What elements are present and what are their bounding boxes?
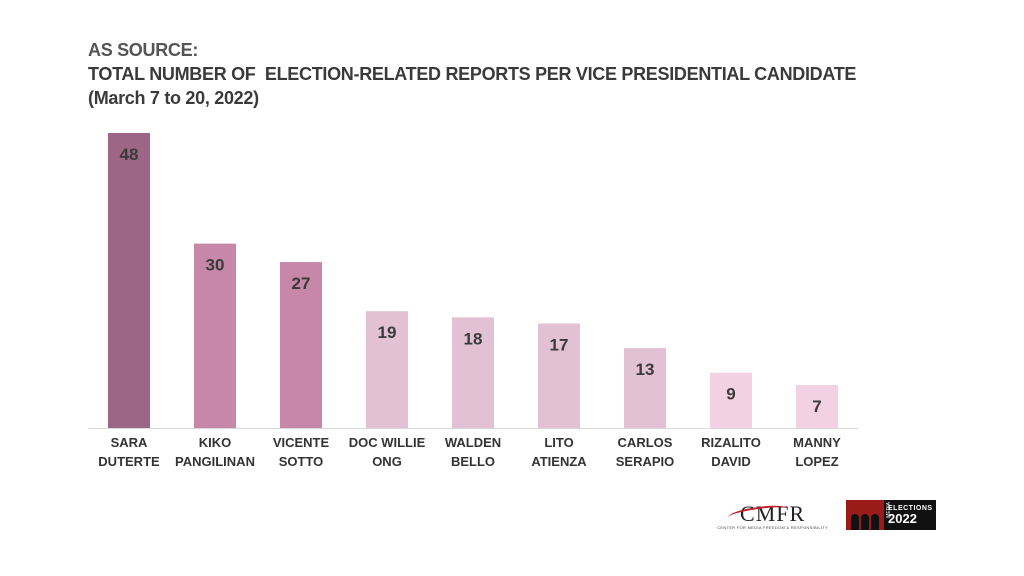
cmfr-logo-mark: CMFR: [727, 500, 806, 527]
media-elections-logo: MEDIA ELECTIONS 2022: [846, 500, 936, 530]
chart-title-block: AS SOURCE: TOTAL NUMBER OF ELECTION-RELA…: [88, 38, 856, 110]
title-line-3: (March 7 to 20, 2022): [88, 88, 259, 108]
bar-7: [710, 372, 752, 428]
elections-logo-word: ELECTIONS: [888, 505, 933, 512]
people-silhouettes-icon: [846, 500, 884, 530]
cmfr-logo-text: CMFR: [740, 500, 806, 526]
bar-5: [538, 323, 580, 428]
category-label-3: DOC WILLIE ONG: [349, 435, 426, 469]
data-label-8: 7: [812, 397, 821, 416]
category-label-5: LITO ATIENZA: [531, 435, 587, 469]
bar-1: [194, 243, 236, 428]
bar-8: [796, 384, 838, 428]
data-label-1: 30: [206, 256, 225, 275]
media-elections-text: ELECTIONS 2022: [888, 505, 933, 525]
elections-logo-year: 2022: [888, 511, 917, 526]
category-label-7: RIZALITO DAVID: [701, 435, 761, 469]
bar-3: [366, 311, 408, 428]
bar-2: [280, 262, 322, 428]
category-label-4: WALDEN BELLO: [445, 435, 501, 469]
data-label-3: 19: [378, 323, 397, 342]
bar-6: [624, 348, 666, 428]
cmfr-logo-subtitle: CENTER FOR MEDIA FREEDOM & RESPONSIBILIT…: [717, 524, 828, 530]
category-label-6: CARLOS SERAPIO: [616, 435, 675, 469]
media-logo-side-text: MEDIA: [886, 502, 892, 518]
data-label-6: 13: [636, 360, 655, 379]
cmfr-logo: CMFR CENTER FOR MEDIA FREEDOM & RESPONSI…: [717, 501, 828, 530]
category-label-2: VICENTE SOTTO: [273, 435, 330, 469]
data-label-2: 27: [292, 274, 311, 293]
bar-0: [108, 133, 150, 428]
bar-4: [452, 317, 494, 428]
category-label-1: KIKO PANGILINAN: [175, 435, 255, 469]
title-line-1: AS SOURCE:: [88, 40, 199, 60]
data-label-4: 18: [464, 329, 483, 348]
logo-area: CMFR CENTER FOR MEDIA FREEDOM & RESPONSI…: [717, 500, 936, 530]
data-label-7: 9: [726, 385, 735, 404]
title-line-2: TOTAL NUMBER OF ELECTION-RELATED REPORTS…: [88, 64, 857, 84]
data-label-5: 17: [550, 336, 569, 355]
category-label-8: MANNY LOPEZ: [793, 435, 841, 469]
bar-chart: 48 SARA DUTERTE 30 KIKO PANGILINAN 27 VICENTE SO…: [88, 133, 858, 469]
category-label-0: SARA DUTERTE: [98, 435, 160, 469]
data-label-0: 48: [120, 145, 139, 164]
